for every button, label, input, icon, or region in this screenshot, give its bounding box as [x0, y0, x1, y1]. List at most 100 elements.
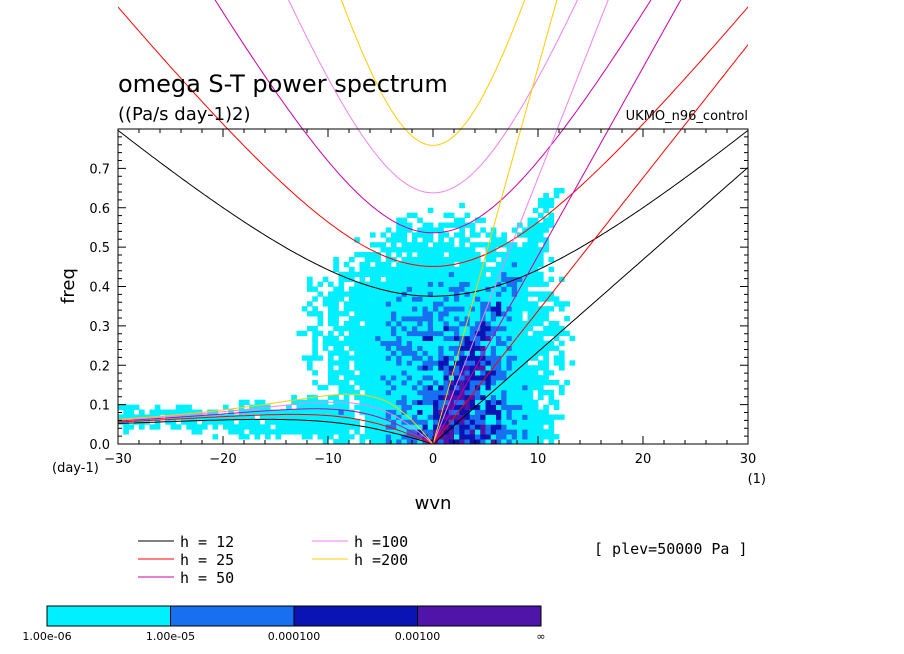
heatmap-cell [406, 439, 413, 444]
heatmap-cell [307, 434, 313, 440]
heatmap-cell [527, 414, 534, 420]
heatmap-cell [538, 316, 544, 322]
heatmap-cell [343, 325, 350, 332]
heatmap-cell [448, 340, 455, 346]
heatmap-cell [469, 325, 476, 332]
heatmap-cell [196, 424, 203, 430]
heatmap-cell [343, 365, 350, 371]
heatmap-cell [343, 375, 350, 381]
heatmap-cell [401, 380, 408, 386]
heatmap-cell [480, 389, 486, 396]
heatmap-cell [506, 429, 513, 435]
heatmap-cell [286, 414, 292, 420]
heatmap-cell [359, 286, 366, 292]
heatmap-cell [359, 335, 366, 342]
heatmap-cell [412, 419, 418, 425]
heatmap-cell [501, 252, 507, 258]
heatmap-cell [438, 256, 444, 263]
heatmap-cell [338, 389, 345, 396]
heatmap-cell [475, 389, 481, 396]
heatmap-cell [286, 429, 292, 435]
heatmap-cell [438, 429, 444, 435]
heatmap-cell [459, 242, 465, 248]
heatmap-cell [517, 261, 523, 268]
heatmap-cell [496, 281, 502, 287]
heatmap-cell [422, 375, 429, 381]
heatmap-cell [406, 399, 413, 406]
heatmap-cell [448, 370, 455, 376]
heatmap-cell [238, 429, 245, 435]
heatmap-cell [427, 434, 434, 440]
heatmap-cell [448, 330, 455, 337]
heatmap-cell [328, 394, 334, 401]
heatmap-cell [391, 434, 397, 440]
heatmap-cell [406, 276, 413, 282]
heatmap-cell [511, 227, 518, 233]
heatmap-cell [427, 419, 434, 425]
heatmap-cell [417, 439, 423, 444]
heatmap-cell [186, 404, 192, 410]
heatmap-cell [469, 222, 476, 228]
heatmap-cell [538, 335, 544, 342]
heatmap-cell [380, 271, 387, 278]
heatmap-cell [228, 414, 234, 420]
heatmap-cell [480, 296, 486, 302]
heatmap-cell [527, 429, 534, 435]
heatmap-cell [475, 330, 481, 337]
heatmap-cell [522, 345, 528, 351]
heatmap-cell [506, 340, 513, 346]
heatmap-cell [417, 242, 423, 248]
heatmap-cell [333, 404, 339, 410]
heatmap-cell [391, 316, 397, 322]
heatmap-cell [412, 384, 418, 391]
colorbar-swatch [170, 605, 295, 627]
heatmap-cell [480, 360, 486, 366]
heatmap-cell [480, 320, 486, 327]
heatmap-cell [422, 286, 429, 292]
heatmap-cell [401, 247, 408, 253]
heatmap-cell [328, 424, 334, 430]
heatmap-cell [543, 202, 549, 209]
heatmap-cell [543, 365, 549, 371]
heatmap-cell [175, 404, 182, 410]
heatmap-cell [459, 370, 465, 376]
heatmap-cell [548, 419, 555, 425]
heatmap-cell [538, 424, 544, 430]
heatmap-cell [443, 266, 450, 273]
heatmap-cell [480, 424, 486, 430]
heatmap-cell [328, 404, 334, 410]
heatmap-cell [354, 296, 360, 302]
heatmap-cell [406, 242, 413, 248]
heatmap-cell [328, 365, 334, 371]
heatmap-cell [249, 404, 255, 410]
heatmap-cell [496, 434, 502, 440]
heatmap-cell [417, 306, 423, 312]
heatmap-cell [496, 380, 502, 386]
heatmap-cell [401, 389, 408, 396]
heatmap-cell [553, 335, 560, 342]
heatmap-cell [448, 252, 455, 258]
heatmap-cell [417, 389, 423, 396]
x-tick-label: 10 [530, 452, 547, 467]
heatmap-cell [401, 227, 408, 233]
heatmap-cell [438, 311, 444, 317]
heatmap-cell [559, 340, 565, 346]
x-tick-label: 30 [740, 452, 757, 467]
heatmap-cell [532, 276, 539, 282]
heatmap-cell [448, 306, 455, 312]
heatmap-cell [517, 291, 523, 297]
heatmap-cell [490, 330, 497, 337]
heatmap-cell [548, 202, 555, 209]
heatmap-cell [401, 414, 408, 420]
heatmap-cell [370, 355, 376, 361]
curve-rossby-h50 [118, 408, 434, 444]
heatmap-cell [396, 281, 402, 287]
heatmap-cell [480, 286, 486, 292]
heatmap-cell [364, 355, 371, 361]
heatmap-cell [307, 424, 313, 430]
heatmap-cell [385, 340, 392, 346]
heatmap-cell [412, 414, 418, 420]
heatmap-cell [459, 261, 465, 268]
heatmap-cell [385, 237, 392, 243]
heatmap-cell [485, 291, 492, 297]
